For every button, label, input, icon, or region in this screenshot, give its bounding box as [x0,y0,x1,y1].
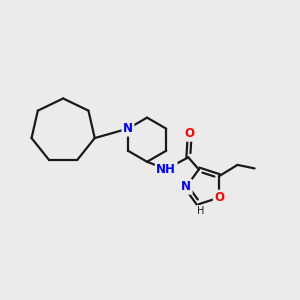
Text: N: N [181,180,191,193]
Text: H: H [196,206,204,216]
Text: NH: NH [156,163,176,176]
Text: O: O [185,127,195,140]
Text: N: N [123,122,133,135]
Text: O: O [214,191,224,204]
